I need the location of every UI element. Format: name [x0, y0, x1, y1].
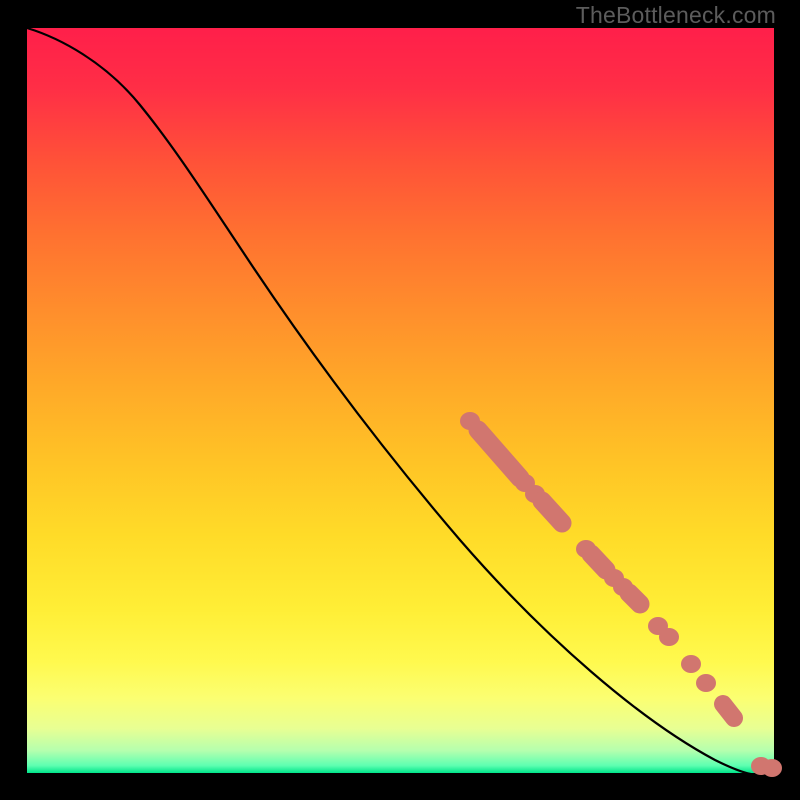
data-marker [696, 674, 716, 692]
chart-overlay-svg [0, 0, 800, 800]
data-marker-run [591, 554, 606, 570]
data-marker [659, 628, 679, 646]
data-marker [681, 655, 701, 673]
data-marker-run [629, 593, 640, 604]
data-marker [762, 759, 782, 777]
bottleneck-curve [27, 28, 774, 775]
watermark-text: TheBottleneck.com [576, 2, 776, 29]
data-marker-run [723, 704, 734, 718]
data-marker-run [542, 501, 562, 523]
data-marker-run [478, 430, 520, 478]
